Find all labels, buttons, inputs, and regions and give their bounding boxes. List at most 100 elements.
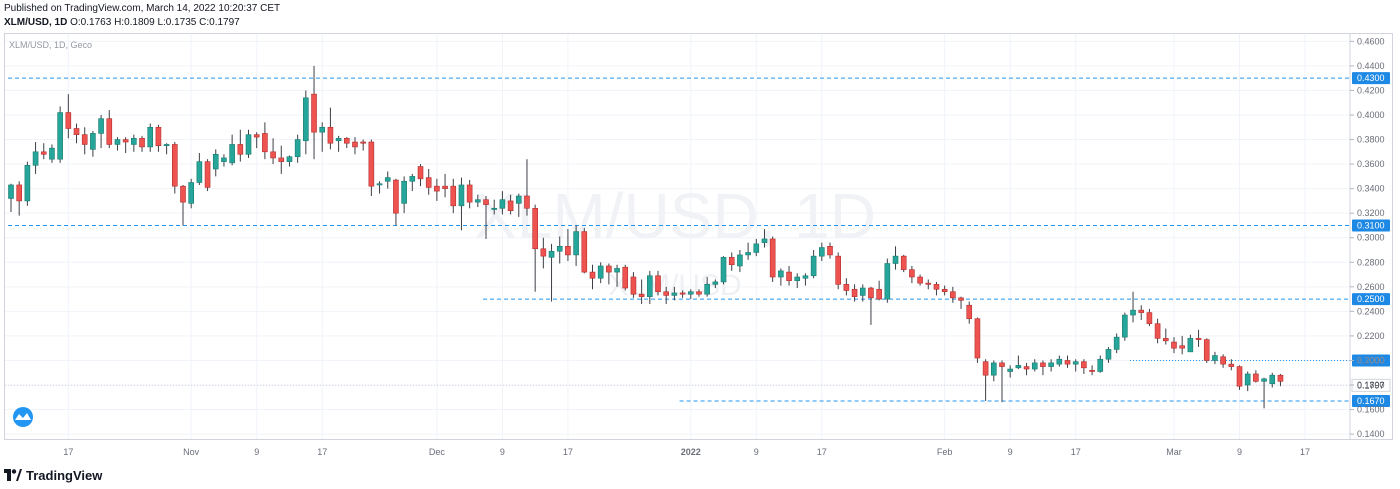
candle-body xyxy=(835,255,841,285)
candle-body xyxy=(859,287,866,296)
candle-up xyxy=(245,129,252,158)
price-tick-label: 0.3600 xyxy=(1357,159,1385,169)
candle-body xyxy=(491,207,498,210)
candle-body xyxy=(8,184,14,199)
candle-down xyxy=(1040,360,1046,376)
candle-down xyxy=(974,317,981,363)
candle-up xyxy=(98,115,104,149)
candle-body xyxy=(196,161,203,183)
candle-body xyxy=(786,271,792,281)
time-tick-label: 17 xyxy=(1300,447,1310,457)
candle-up xyxy=(32,142,39,174)
time-tick-label: 17 xyxy=(1071,447,1081,457)
candle-up xyxy=(1122,312,1128,341)
ohlc-readout: XLM/USD, 1D O:0.1763 H:0.1809 L:0.1735 C… xyxy=(4,17,240,28)
candle-down xyxy=(466,180,473,209)
candle-down xyxy=(73,123,80,144)
price-tick-label: 0.4600 xyxy=(1357,36,1385,46)
candle-down xyxy=(1064,355,1071,368)
price-tick-label: 0.2800 xyxy=(1357,257,1385,267)
candle-down xyxy=(81,127,88,155)
candle-body xyxy=(712,281,719,285)
candle-up xyxy=(57,106,63,163)
candle-up xyxy=(687,289,694,300)
candle-down xyxy=(900,254,907,273)
candle-down xyxy=(1171,337,1177,354)
candle-down xyxy=(253,132,260,149)
candle-down xyxy=(1081,359,1087,374)
candle-body xyxy=(49,147,55,160)
candle-up xyxy=(745,242,751,260)
close-value: C:0.1797 xyxy=(199,17,240,28)
candle-down xyxy=(262,122,268,160)
time-axis: 17 Nov 9 17 Dec 9 17 2022 9 17 Feb 9 17 Mar 9 17 xyxy=(63,447,1310,457)
candle-body xyxy=(24,165,31,202)
candle-up xyxy=(1015,355,1022,370)
candle-down xyxy=(139,135,145,152)
candle-up xyxy=(819,242,825,262)
candle-up xyxy=(573,225,579,266)
candle-body xyxy=(655,275,661,293)
candle-up xyxy=(458,177,465,231)
candle-up xyxy=(1031,359,1038,372)
candle-down xyxy=(507,194,514,215)
price-tick-label: 0.3400 xyxy=(1357,184,1385,194)
chart-frame xyxy=(4,33,1393,440)
time-tick-label: 17 xyxy=(563,447,573,457)
candle-up xyxy=(753,238,760,257)
candle-down xyxy=(450,178,457,214)
candle-body xyxy=(524,195,530,209)
candle-up xyxy=(24,161,31,206)
candle-body xyxy=(352,141,358,148)
candle-body xyxy=(1089,369,1095,372)
candle-up xyxy=(597,262,604,284)
candle-down xyxy=(180,184,186,226)
candle-down xyxy=(835,252,841,290)
candle-body xyxy=(679,292,686,295)
candle-body xyxy=(483,199,489,205)
candle-body xyxy=(212,153,219,170)
candle-up xyxy=(90,130,96,157)
candle-down xyxy=(851,284,858,302)
level-label: 0.1670 xyxy=(1357,396,1385,406)
candle-body xyxy=(1244,373,1251,386)
candle-up xyxy=(212,149,219,177)
candle-body xyxy=(409,176,416,182)
candle-body xyxy=(1081,361,1087,369)
candle-body xyxy=(1097,358,1104,372)
candle-body xyxy=(442,185,448,189)
time-tick-label: Nov xyxy=(183,447,200,457)
candle-down xyxy=(65,94,72,139)
candle-down xyxy=(368,139,375,196)
time-tick-label: 9 xyxy=(500,447,505,457)
candles-layer xyxy=(8,65,1284,409)
tradingview-logo[interactable]: TradingView xyxy=(4,467,102,483)
candle-up xyxy=(475,194,481,208)
candle-body xyxy=(65,112,72,129)
candle-body xyxy=(638,293,645,297)
candle-up xyxy=(990,360,997,382)
candle-down xyxy=(917,274,923,286)
candle-body xyxy=(147,126,154,148)
candle-body xyxy=(941,288,948,293)
candle-body xyxy=(450,185,457,207)
candle-body xyxy=(1064,360,1071,365)
candle-body xyxy=(1187,338,1194,353)
candle-down xyxy=(327,107,334,150)
candle-body xyxy=(155,126,162,146)
candle-body xyxy=(1130,309,1136,316)
candle-body xyxy=(1048,362,1054,367)
candle-up xyxy=(8,183,14,212)
candle-body xyxy=(802,275,809,279)
candle-down xyxy=(40,143,47,160)
candle-body xyxy=(884,263,891,300)
candle-body xyxy=(573,231,579,256)
candle-body xyxy=(57,112,63,160)
candle-up xyxy=(1244,371,1251,392)
price-tick-label: 0.3000 xyxy=(1357,233,1385,243)
candle-down xyxy=(679,290,686,298)
candle-down xyxy=(622,264,629,291)
price-tick-label: 0.3800 xyxy=(1357,135,1385,145)
price-tick-label: 0.4400 xyxy=(1357,61,1385,71)
